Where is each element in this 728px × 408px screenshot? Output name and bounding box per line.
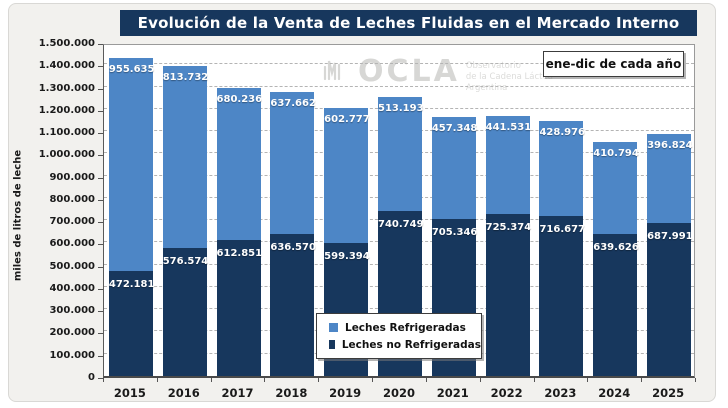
bar-segment-no-refrigeradas: 639.626 xyxy=(593,233,639,376)
bar-value-label: 955.635 xyxy=(108,64,155,76)
chart-title-text: Evolución de la Venta de Leches Fluidas … xyxy=(137,14,680,32)
bar-value-label: 599.394 xyxy=(324,250,370,262)
bar-value-label: 396.824 xyxy=(647,140,693,152)
legend-swatch-refrigeradas xyxy=(329,323,338,332)
bar-segment-no-refrigeradas: 716.677 xyxy=(539,216,585,376)
bar-segment-refrigeradas: 410.794 xyxy=(593,142,639,234)
bar-value-label: 636.570 xyxy=(270,242,316,254)
y-axis-title: miles de litros de leche xyxy=(12,149,24,282)
period-annotation-text: ene-dic de cada año xyxy=(545,57,682,71)
legend-swatch-no-refrigeradas xyxy=(329,340,335,349)
bar-value-label: 513.193 xyxy=(378,102,424,114)
bar-value-label: 639.626 xyxy=(593,241,639,253)
bar-value-label: 637.662 xyxy=(270,98,316,110)
bar-value-label: 716.677 xyxy=(539,224,585,236)
legend-label-refrigeradas: Leches Refrigeradas xyxy=(345,321,466,334)
bar-segment-refrigeradas: 457.348 xyxy=(431,117,478,219)
bar-segment-refrigeradas: 813.732 xyxy=(162,66,209,248)
bar-value-label: 680.236 xyxy=(216,94,263,106)
bar-value-label: 725.374 xyxy=(485,222,532,234)
bar-value-label: 410.794 xyxy=(593,148,639,160)
bar-value-label: 457.348 xyxy=(431,123,478,135)
legend-item-refrigeradas: Leches Refrigeradas xyxy=(329,322,481,334)
bar-value-label: 687.991 xyxy=(647,230,693,242)
legend: Leches Refrigeradas Leches no Refrigerad… xyxy=(316,313,482,359)
legend-label-no-refrigeradas: Leches no Refrigeradas xyxy=(341,338,481,351)
bar-value-label: 428.976 xyxy=(539,126,585,138)
bar-segment-refrigeradas: 637.662 xyxy=(270,92,316,235)
bar-segment-refrigeradas: 428.976 xyxy=(539,120,585,217)
bar-segment-no-refrigeradas: 725.374 xyxy=(485,214,532,376)
bar-value-label: 740.749 xyxy=(378,219,424,231)
legend-item-no-refrigeradas: Leches no Refrigeradas xyxy=(329,339,481,351)
bar-segment-refrigeradas: 396.824 xyxy=(647,134,693,223)
bar-segment-no-refrigeradas: 472.181 xyxy=(108,270,155,376)
bar-segment-no-refrigeradas: 612.851 xyxy=(216,239,263,376)
bar-segment-refrigeradas: 602.777 xyxy=(324,108,370,243)
gridline xyxy=(104,85,694,87)
bar-value-label: 602.777 xyxy=(324,114,370,126)
bar-segment-no-refrigeradas: 636.570 xyxy=(270,234,316,376)
bar-segment-refrigeradas: 680.236 xyxy=(216,88,263,240)
bar-value-label: 705.346 xyxy=(431,226,478,238)
bars-layer: 472.181 955.635 576.574 813.732 612.851 680.2… xyxy=(104,45,694,376)
bar-segment-no-refrigeradas: 687.991 xyxy=(647,222,693,376)
bar-segment-refrigeradas: 513.193 xyxy=(378,96,424,212)
bar-value-label: 441.531 xyxy=(485,122,532,134)
bar-value-label: 576.574 xyxy=(162,255,209,267)
bar-value-label: 472.181 xyxy=(108,278,155,290)
period-annotation-box: ene-dic de cada año xyxy=(543,51,684,77)
bar-segment-no-refrigeradas: 576.574 xyxy=(162,247,209,376)
gridline xyxy=(104,63,694,65)
bar-value-label: 612.851 xyxy=(216,247,263,259)
bar-segment-refrigeradas: 441.531 xyxy=(485,116,532,215)
chart-title: Evolución de la Venta de Leches Fluidas … xyxy=(120,10,697,36)
bar-value-label: 813.732 xyxy=(162,72,209,84)
bar-segment-refrigeradas: 955.635 xyxy=(108,58,155,271)
